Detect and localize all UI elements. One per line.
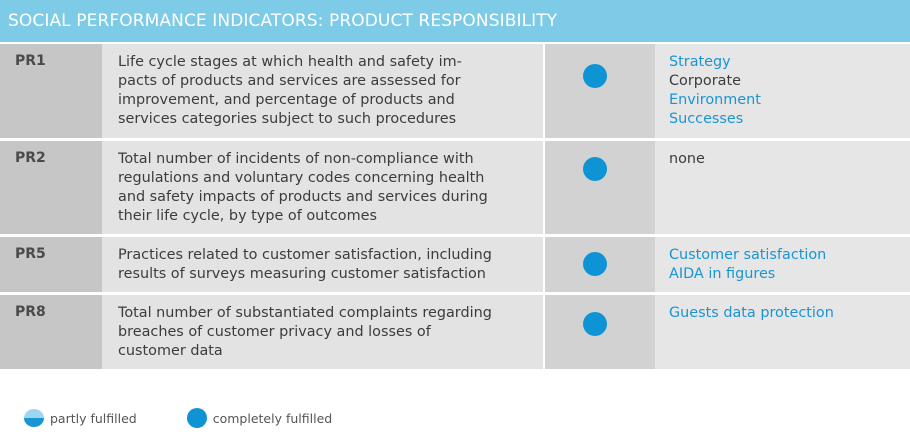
indicator-description: Total number of substantiated complaints…: [102, 293, 544, 372]
reference-cell: Customer satisfaction AIDA in figures: [655, 235, 910, 295]
status-cell: [543, 293, 655, 372]
legend-item-partly: partly fulfilled: [24, 409, 137, 427]
table-row: PR2 Total number of incidents of non-com…: [0, 139, 910, 237]
indicator-description: Total number of incidents of non-complia…: [102, 139, 544, 237]
indicator-code: PR1: [0, 44, 102, 141]
table-row: PR8 Total number of substantiated compla…: [0, 293, 910, 372]
reference-link[interactable]: Guests data protection: [669, 304, 834, 321]
status-cell: [543, 235, 655, 295]
reference-cell: Guests data protection: [655, 293, 910, 372]
indicator-description: Practices related to customer satisfacti…: [102, 235, 544, 295]
completely-fulfilled-icon: [583, 64, 607, 88]
reference-link[interactable]: Successes: [669, 111, 744, 127]
legend-label: completely fulfilled: [212, 410, 333, 426]
indicator-code: PR8: [0, 293, 102, 372]
reference-cell: Strategy Corporate Environment Successes: [655, 44, 910, 141]
completely-fulfilled-icon: [583, 251, 607, 276]
reference-text: none: [669, 150, 705, 167]
completely-fulfilled-icon: [583, 156, 607, 181]
status-cell: [543, 44, 655, 141]
legend-label: partly fulfilled: [50, 410, 137, 426]
legend: partly fulfilled completely fulfilled: [24, 408, 382, 428]
indicator-description: Life cycle stages at which health and sa…: [102, 44, 544, 141]
completely-fulfilled-icon: [186, 408, 207, 428]
legend-item-completely: completely fulfilled: [186, 408, 333, 428]
table-title: SOCIAL PERFORMANCE INDICATORS: PRODUCT R…: [0, 0, 910, 42]
reference-link[interactable]: Customer satisfaction: [669, 246, 827, 263]
partly-fulfilled-icon: [24, 409, 44, 427]
table-row: PR5 Practices related to customer satisf…: [0, 235, 910, 295]
completely-fulfilled-icon: [583, 311, 607, 336]
reference-cell: none: [655, 139, 910, 237]
indicators-table: PR1 Life cycle stages at which health an…: [0, 44, 910, 372]
table-row: PR1 Life cycle stages at which health an…: [0, 44, 910, 141]
reference-link[interactable]: AIDA in figures: [669, 265, 776, 282]
reference-link[interactable]: Environment: [669, 92, 761, 108]
indicator-code: PR5: [0, 235, 102, 295]
reference-text: Corporate: [669, 73, 741, 89]
indicator-code: PR2: [0, 139, 102, 237]
status-cell: [543, 139, 655, 237]
reference-link[interactable]: Strategy: [669, 54, 731, 70]
